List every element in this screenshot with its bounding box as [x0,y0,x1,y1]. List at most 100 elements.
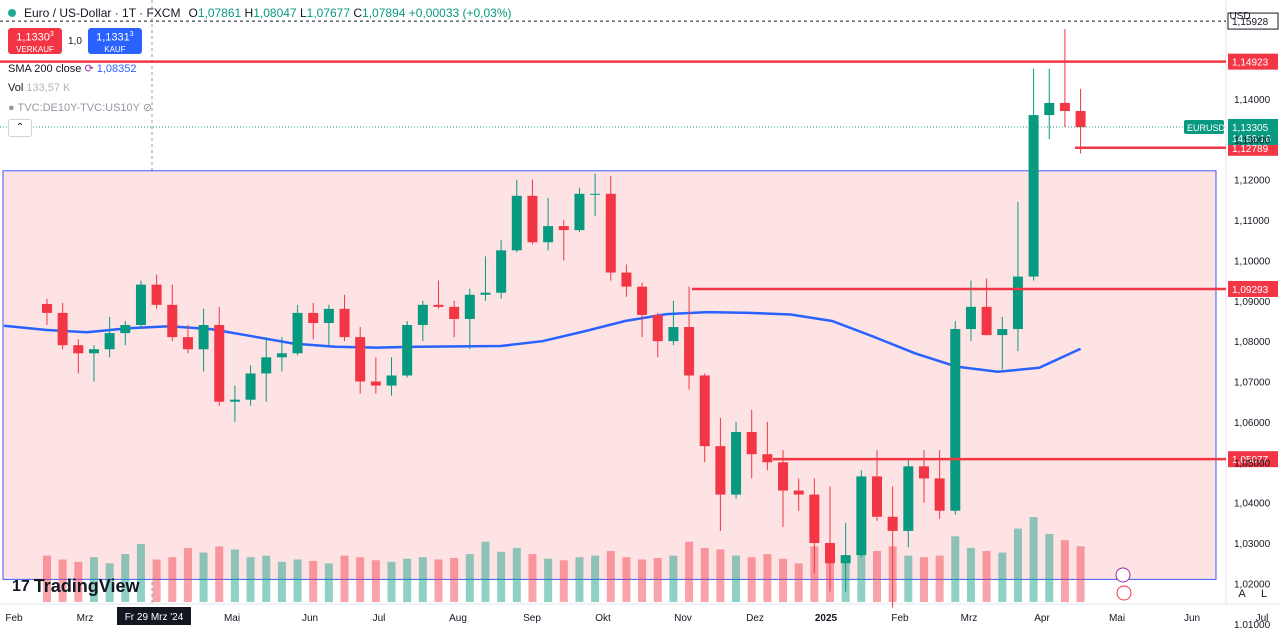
candle-body [715,446,726,495]
candle-body [135,284,146,326]
candle-body [41,304,52,313]
tradingview-logo-text: TradingView [33,576,140,596]
volume-bar [105,563,114,602]
candle [308,302,319,340]
candle-body [120,325,131,334]
buy-price: 1,1331 [96,31,130,44]
volume-bar [779,558,788,602]
symbol-title[interactable]: Euro / US-Dollar · 1T · FXCM [24,6,181,20]
candle-body [480,292,491,295]
candle-body [558,226,569,231]
sma-indicator[interactable]: SMA 200 close ⟳ 1,08352 [8,62,136,75]
open-value: 1,07861 [197,6,242,20]
candle-body [699,375,710,447]
candle [887,486,898,608]
sell-label: VERKAUF [16,44,54,54]
candle-body [950,329,961,511]
candle [809,478,820,574]
buy-price-sup: 3 [129,31,134,38]
close-value: 1,07894 [362,6,406,20]
candle [934,450,945,519]
volume-bar [340,555,349,602]
candle [480,256,491,301]
y-tick-label: 1,03000 [1234,539,1271,550]
log-scale-icon[interactable]: L [1261,588,1267,600]
candle [386,357,397,396]
volume-bar [1013,528,1022,602]
candle [871,450,882,521]
volume-bar [700,547,709,602]
current-symbol-label: EURUSD [1187,123,1226,133]
candle-body [496,250,507,293]
high-label: H [244,6,254,20]
tradingview-logo: 17 TradingView [12,576,140,597]
price-axis-panel[interactable] [1226,0,1280,628]
candle-body [684,327,695,376]
y-tick-label: 1,11000 [1234,216,1270,227]
current-price-label: 1,13305 [1232,123,1269,134]
candle-body [88,349,99,354]
candle-body [762,454,773,463]
volume-bar [559,560,568,602]
x-tick-label: Sep [523,613,541,624]
candle-body [417,304,428,326]
volume-bar [136,544,145,602]
close-label: C [353,6,363,20]
sell-button[interactable]: 1,13303 VERKAUF [8,28,62,54]
market-open-icon [8,9,16,17]
candle-body [292,312,303,354]
volume-bar [998,552,1007,602]
candle [605,175,616,281]
compare-indicator[interactable]: ● TVC:DE10Y-TVC:US10Y ⊘ [8,101,152,114]
candle-body [386,375,397,386]
sell-price-sup: 3 [49,31,54,38]
y-tick-label: 1,09000 [1234,297,1271,308]
y-tick-label: 1,02000 [1234,579,1271,590]
volume-indicator[interactable]: Vol 133,57 K [8,82,70,94]
crosshair-time-label: Fr 29 Mrz '24 [125,612,184,623]
volume-bar [465,554,474,602]
volume-bar [591,555,600,602]
spread-value: 1,0 [68,35,82,47]
volume-bar [434,559,443,602]
x-tick-label: Jun [302,613,318,624]
candle-body [104,333,115,350]
candle-body [198,325,209,350]
current-symbol-tag [1184,119,1224,134]
candle-body [840,555,851,564]
trade-panel: 1,13303 VERKAUF 1,0 1,13313 KAUF [8,28,142,54]
candle-body [887,516,898,531]
candle [1075,88,1086,154]
candle [637,282,648,338]
volume-bar [309,561,318,602]
volume-bar [732,555,741,602]
lightning-event-icon[interactable] [1115,567,1131,583]
level-price-label: 1,05077 [1232,455,1269,466]
y-tick-label: 1,12000 [1234,176,1271,187]
candle [825,486,836,592]
candle-body [323,308,334,323]
currency-label[interactable]: USD [1229,11,1250,22]
candle-body [871,476,882,517]
hidden-eye-icon[interactable]: ⊘ [142,102,153,114]
chart-header: Euro / US-Dollar · 1T · FXCM O1,07861 H1… [8,6,512,20]
volume-bar [324,563,333,602]
level-price-label: 1,14923 [1232,58,1269,69]
level-price-tag [1228,53,1278,70]
auto-scale-icon[interactable]: A [1238,588,1246,600]
candle-body [652,314,663,342]
candle [511,179,522,253]
x-tick-label: Jul [1256,613,1269,624]
volume-bar [277,561,286,602]
buy-button[interactable]: 1,13313 KAUF [87,28,142,54]
candle [292,304,303,356]
collapse-legend-button[interactable]: ⌃ [8,119,32,137]
volume-bar [215,546,224,602]
candle-body [668,327,679,342]
candle [574,187,585,233]
volume-bar [152,559,161,602]
candle [245,365,256,406]
flag-event-icon[interactable] [1116,585,1132,601]
candle [856,470,867,558]
